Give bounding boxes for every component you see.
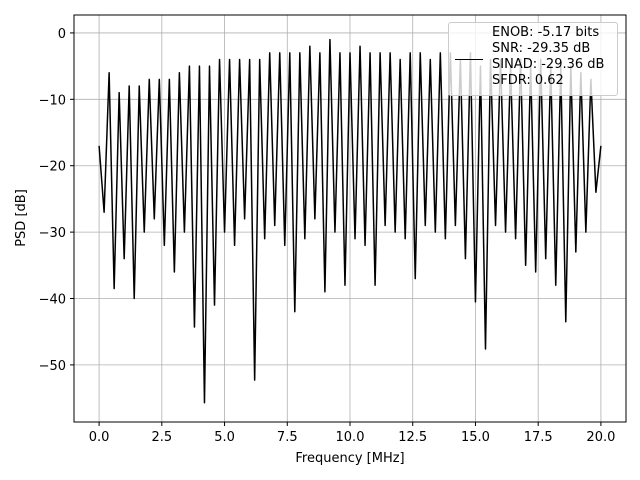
y-tick-label: −40: [39, 293, 66, 308]
legend: ENOB: -5.17 bits SNR: -29.35 dB SINAD: -…: [448, 22, 618, 96]
x-tick-label: 7.5: [277, 430, 298, 445]
plot: [98, 38, 602, 404]
x-tick-label: 5.0: [214, 430, 235, 445]
y-tick-label: −20: [39, 160, 66, 175]
legend-label: ENOB: -5.17 bits SNR: -29.35 dB SINAD: -…: [492, 25, 605, 88]
y-tick-label: 0: [58, 27, 66, 42]
x-tick-label: 0.0: [89, 430, 110, 445]
x-tick-label: 20.0: [586, 430, 615, 445]
legend-line: [455, 59, 483, 60]
psd-line: [98, 38, 602, 404]
x-tick-label: 12.5: [398, 430, 427, 445]
axes-frame: [73, 14, 627, 423]
y-tick-label: −50: [39, 359, 66, 374]
x-tick-label: 15.0: [461, 430, 490, 445]
x-tick-label: 10.0: [336, 430, 365, 445]
x-axis-label: Frequency [MHz]: [295, 451, 404, 466]
y-tick-label: −10: [39, 93, 66, 108]
y-axis-label: PSD [dB]: [14, 189, 29, 247]
x-tick-label: 17.5: [524, 430, 553, 445]
x-tick-label: 2.5: [151, 430, 172, 445]
y-tick-label: −30: [39, 226, 66, 241]
